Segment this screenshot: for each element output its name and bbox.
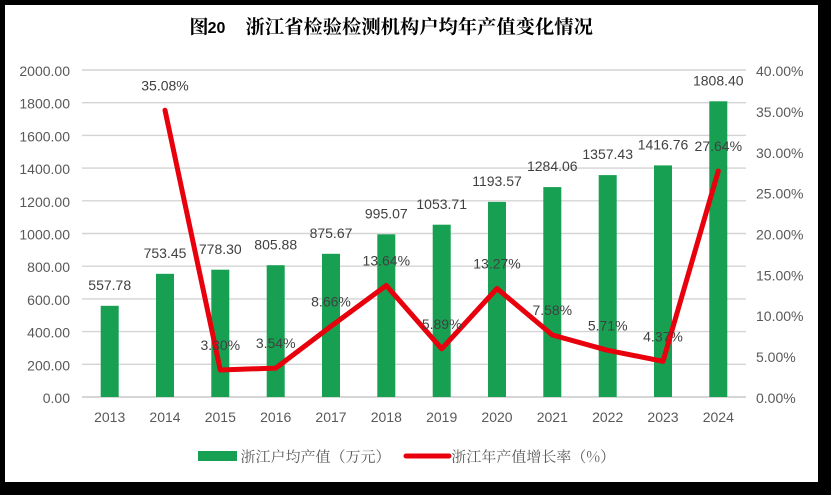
svg-text:0.00: 0.00 [43,390,70,406]
svg-text:2016: 2016 [260,409,291,425]
svg-text:13.27%: 13.27% [473,256,520,272]
svg-text:1000.00: 1000.00 [19,227,70,243]
svg-text:1808.40: 1808.40 [693,72,744,88]
svg-text:557.78: 557.78 [88,277,131,293]
svg-text:7.58%: 7.58% [532,302,572,318]
svg-text:2000.00: 2000.00 [19,63,70,79]
svg-text:35.00%: 35.00% [756,104,803,120]
svg-text:778.30: 778.30 [199,241,242,257]
svg-text:800.00: 800.00 [27,259,70,275]
svg-text:1193.57: 1193.57 [472,173,522,189]
svg-text:2019: 2019 [426,409,457,425]
svg-text:20.00%: 20.00% [756,227,803,243]
svg-text:2024: 2024 [703,409,734,425]
svg-text:200.00: 200.00 [27,357,70,373]
svg-text:2014: 2014 [149,409,180,425]
svg-text:13.64%: 13.64% [363,253,410,269]
svg-text:2015: 2015 [205,409,236,425]
svg-text:40.00%: 40.00% [756,63,803,79]
svg-text:1284.06: 1284.06 [527,158,578,174]
svg-text:875.67: 875.67 [310,225,353,241]
svg-text:5.00%: 5.00% [756,349,796,365]
svg-text:4.37%: 4.37% [643,328,683,344]
svg-text:3.30%: 3.30% [200,337,240,353]
svg-text:400.00: 400.00 [27,325,70,341]
svg-text:2018: 2018 [371,409,402,425]
svg-text:1400.00: 1400.00 [19,161,70,177]
svg-text:1800.00: 1800.00 [19,96,70,112]
svg-text:10.00%: 10.00% [756,308,803,324]
svg-text:8.66%: 8.66% [311,293,351,309]
svg-text:1357.43: 1357.43 [582,146,633,162]
svg-text:2020: 2020 [481,409,512,425]
svg-text:1053.71: 1053.71 [416,196,467,212]
svg-text:1200.00: 1200.00 [19,194,70,210]
svg-text:2017: 2017 [315,409,346,425]
svg-text:25.00%: 25.00% [756,186,803,202]
svg-text:35.08%: 35.08% [141,77,188,93]
svg-text:1416.76: 1416.76 [638,137,689,153]
svg-text:27.64%: 27.64% [695,138,742,154]
svg-text:20: 20 [208,20,226,37]
svg-text:2022: 2022 [592,409,623,425]
svg-text:2013: 2013 [94,409,125,425]
svg-text:15.00%: 15.00% [756,267,803,283]
svg-text:2021: 2021 [537,409,568,425]
svg-text:5.71%: 5.71% [588,317,628,333]
svg-text:30.00%: 30.00% [756,145,803,161]
svg-text:0.00%: 0.00% [756,390,796,406]
svg-text:3.54%: 3.54% [256,335,296,351]
svg-text:600.00: 600.00 [27,292,70,308]
svg-text:1600.00: 1600.00 [19,128,70,144]
svg-text:805.88: 805.88 [254,236,297,252]
svg-text:753.45: 753.45 [144,245,187,261]
svg-text:2023: 2023 [647,409,678,425]
svg-text:5.89%: 5.89% [422,316,462,332]
svg-text:995.07: 995.07 [365,205,408,221]
